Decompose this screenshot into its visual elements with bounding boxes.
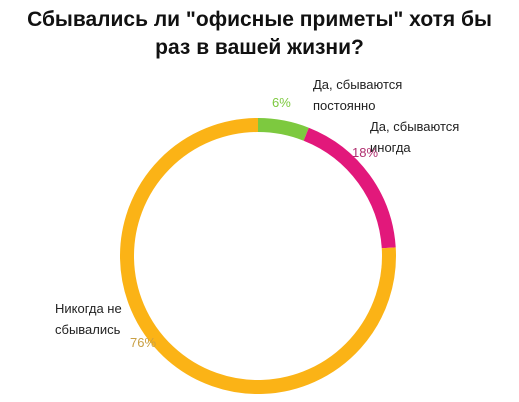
chart-title: Сбывались ли "офисные приметы" хотя бы р… [27, 8, 492, 59]
category-label: Да, сбываются постоянно [313, 77, 403, 113]
category-label: Да, сбываются иногда [370, 119, 460, 155]
category-label: Никогда не сбывались [55, 301, 122, 337]
value-label: 76% [130, 335, 157, 350]
donut-segment [303, 127, 396, 249]
donut-segment [120, 118, 396, 394]
value-label: 6% [272, 95, 291, 110]
donut-segment [257, 118, 309, 141]
value-label: 18% [352, 145, 379, 160]
